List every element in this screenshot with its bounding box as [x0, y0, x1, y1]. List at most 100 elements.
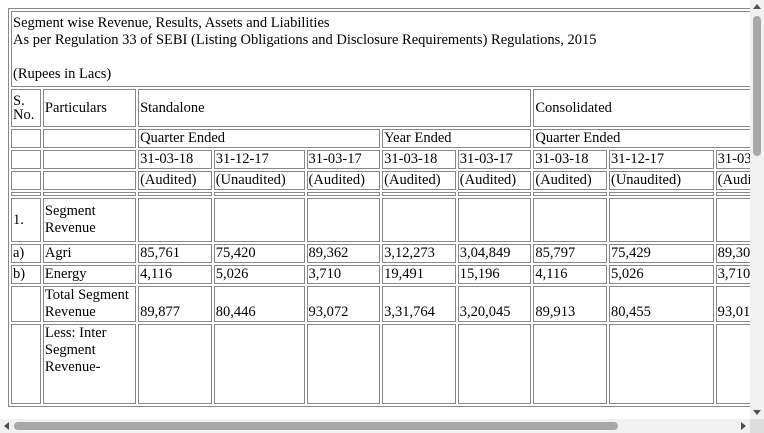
blank-cell — [42, 171, 137, 190]
value-cell — [213, 198, 305, 242]
value-cell: 3,31,764 — [382, 286, 456, 322]
separator-cell — [213, 192, 305, 196]
sno-cell — [11, 324, 41, 404]
date-header: 31-03-18 — [533, 150, 607, 169]
blank-cell — [42, 150, 137, 169]
scroll-thumb[interactable] — [14, 422, 618, 430]
table-row: b) Energy 4,116 5,026 3,710 19,491 15,196 4,116… — [11, 265, 750, 284]
status-header: (Audited) — [306, 171, 381, 190]
header-cell: Segment wise Revenue, Results, Assets an… — [11, 11, 750, 87]
value-cell: 89,303 — [715, 244, 750, 263]
vertical-scrollbar[interactable] — [750, 0, 764, 419]
value-cell: 89,362 — [306, 244, 381, 263]
value-cell: 5,026 — [608, 265, 714, 284]
value-cell: 19,491 — [382, 265, 456, 284]
label-cell: Less: Inter Segment Revenue- — [42, 324, 137, 404]
value-cell: 3,20,045 — [457, 286, 532, 322]
date-header: 31-12-17 — [213, 150, 305, 169]
date-header: 31-12-17 — [608, 150, 714, 169]
separator-cell — [382, 192, 456, 196]
segment-table: Segment wise Revenue, Results, Assets an… — [8, 8, 750, 407]
separator-cell — [533, 192, 607, 196]
separator-cell — [42, 192, 137, 196]
value-cell — [306, 198, 381, 242]
date-header: 31-03-18 — [382, 150, 456, 169]
unit: (Rupees in Lacs) — [13, 66, 112, 82]
separator-cell — [457, 192, 532, 196]
value-cell — [608, 198, 714, 242]
value-cell: 5,026 — [213, 265, 305, 284]
sno-cell: b) — [11, 265, 41, 284]
status-header: (Unaudited) — [608, 171, 714, 190]
date-header: 31-03-17 — [306, 150, 381, 169]
value-cell: 93,072 — [306, 286, 381, 322]
value-cell: 3,12,273 — [382, 244, 456, 263]
separator-cell — [306, 192, 381, 196]
separator-cell — [138, 192, 212, 196]
value-cell: 80,446 — [213, 286, 305, 322]
value-cell: 15,196 — [457, 265, 532, 284]
sno-header: S. No. — [11, 89, 41, 127]
table-row: Total Segment Revenue 89,877 80,446 93,072 3… — [11, 286, 750, 322]
value-cell — [382, 198, 456, 242]
value-cell: 93,013 — [715, 286, 750, 322]
value-cell — [457, 198, 532, 242]
value-cell — [715, 198, 750, 242]
value-cell: 85,761 — [138, 244, 212, 263]
title: Segment wise Revenue, Results, Assets an… — [13, 15, 330, 31]
particulars-header: Particulars — [42, 89, 137, 127]
blank-cell — [11, 171, 41, 190]
horizontal-scrollbar[interactable] — [0, 419, 750, 433]
label-cell: Segment Revenue — [42, 198, 137, 242]
value-cell — [213, 324, 305, 404]
separator-cell — [11, 192, 41, 196]
value-cell: 75,429 — [608, 244, 714, 263]
scroll-thumb[interactable] — [753, 16, 761, 156]
value-cell — [533, 324, 607, 404]
period-header: Year Ended — [382, 129, 532, 148]
status-header: (Unaudited) — [213, 171, 305, 190]
status-header: (Audited) — [715, 171, 750, 190]
value-cell — [138, 324, 212, 404]
value-cell: 3,04,849 — [457, 244, 532, 263]
separator-cell — [608, 192, 714, 196]
value-cell — [533, 198, 607, 242]
value-cell — [382, 324, 456, 404]
date-header: 31-03-17 — [457, 150, 532, 169]
label-cell: Total Segment Revenue — [42, 286, 137, 322]
separator-cell — [715, 192, 750, 196]
value-cell: 80,455 — [608, 286, 714, 322]
sno-cell — [11, 286, 41, 322]
table-row: 31-03-18 31-12-17 31-03-17 31-03-18 31-03-17… — [11, 150, 750, 169]
value-cell: 3,710 — [715, 265, 750, 284]
value-cell: 89,877 — [138, 286, 212, 322]
value-cell — [457, 324, 532, 404]
group-header: Standalone — [138, 89, 532, 127]
label-cell: Energy — [42, 265, 137, 284]
period-header: Quarter Ended — [138, 129, 381, 148]
label-cell: Agri — [42, 244, 137, 263]
value-cell — [608, 324, 714, 404]
blank-cell — [11, 150, 41, 169]
status-header: (Audited) — [533, 171, 607, 190]
value-cell — [306, 324, 381, 404]
date-header: 31-03-18 — [138, 150, 212, 169]
status-header: (Audited) — [138, 171, 212, 190]
period-header: Quarter Ended — [533, 129, 750, 148]
table-row: Less: Inter Segment Revenue- — [11, 324, 750, 404]
group-header: Consolidated — [533, 89, 750, 127]
value-cell — [715, 324, 750, 404]
table-row — [11, 192, 750, 196]
table-row: 1. Segment Revenue — [11, 198, 750, 242]
value-cell — [138, 198, 212, 242]
viewport: Segment wise Revenue, Results, Assets an… — [8, 8, 750, 407]
status-header: (Audited) — [457, 171, 532, 190]
table-row: (Audited) (Unaudited) (Audited) (Audited) (A… — [11, 171, 750, 190]
sno-cell: 1. — [11, 198, 41, 242]
table-row: a) Agri 85,761 75,420 89,362 3,12,273 3,04,849… — [11, 244, 750, 263]
value-cell: 4,116 — [138, 265, 212, 284]
value-cell: 3,710 — [306, 265, 381, 284]
date-header: 31-03-17 — [715, 150, 750, 169]
scroll-corner — [750, 419, 764, 433]
